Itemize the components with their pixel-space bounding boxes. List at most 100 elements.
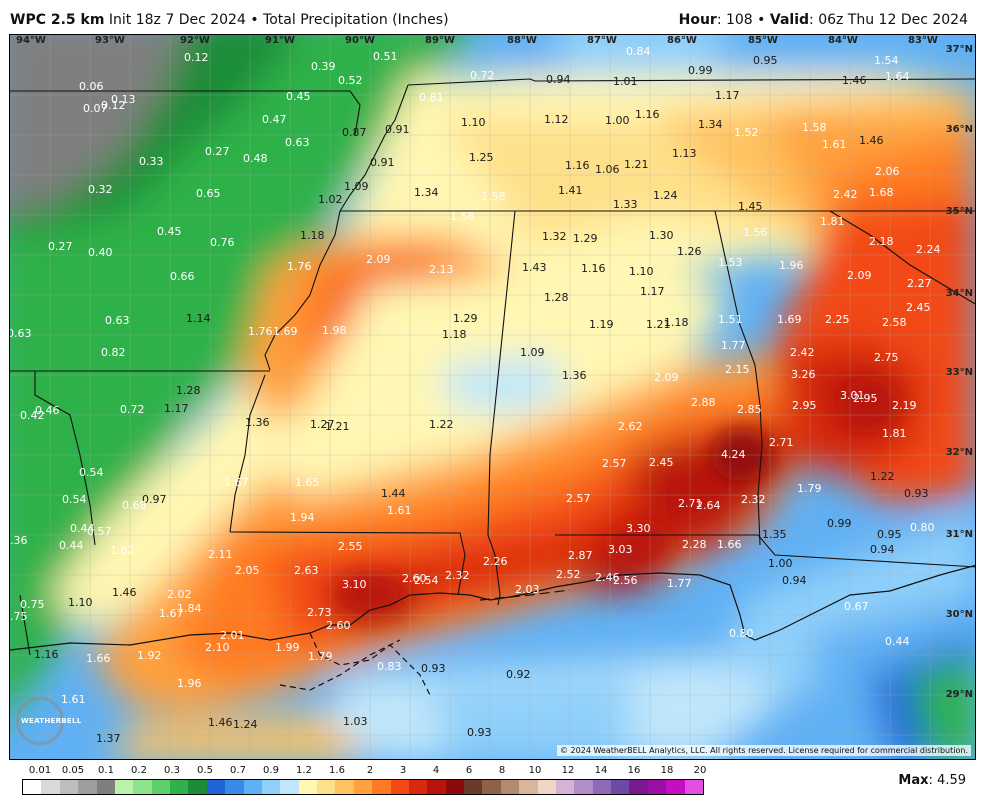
precip-value: 2.27: [907, 277, 932, 290]
precip-value: 0.75: [9, 610, 28, 623]
latitude-label: 36°N: [945, 124, 973, 135]
legend-tick: 4: [432, 765, 440, 776]
precip-value: 1.17: [715, 89, 740, 102]
latitude-label: 29°N: [945, 689, 973, 700]
precip-value: 1.02: [318, 193, 343, 206]
coastline: [10, 564, 975, 696]
precip-value: 1.36: [562, 369, 587, 382]
precip-value: 1.10: [629, 265, 654, 278]
product-name: Total Precipitation (Inches): [263, 12, 449, 28]
precip-value: 1.00: [768, 557, 793, 570]
precip-value: 3.30: [626, 522, 651, 535]
legend-swatch: [445, 780, 464, 794]
precip-value: 0.94: [782, 574, 807, 587]
latitude-label: 30°N: [945, 609, 973, 620]
precip-value: 0.54: [62, 493, 87, 506]
header-bullet: •: [250, 12, 259, 28]
longitude-label: 89°W: [425, 35, 455, 46]
precip-value: 1.41: [558, 184, 583, 197]
precip-value: 0.94: [870, 543, 895, 556]
legend-swatch: [114, 780, 134, 794]
precip-value: 2.24: [916, 243, 941, 256]
copyright-notice: © 2024 WeatherBELL Analytics, LLC. All r…: [557, 745, 971, 756]
precip-value: 1.46: [859, 134, 884, 147]
legend-tick: 1.6: [329, 765, 345, 776]
precip-value: 1.21: [325, 420, 350, 433]
latitude-label: 35°N: [945, 206, 973, 217]
precip-value: 1.19: [589, 318, 614, 331]
precip-value: 0.91: [370, 156, 395, 169]
precip-value: 0.44: [59, 539, 84, 552]
legend-tick: 0.7: [230, 765, 246, 776]
precip-value: 1.56: [743, 226, 768, 239]
precip-value: 1.03: [343, 715, 368, 728]
precip-value: 0.91: [385, 123, 410, 136]
precip-value: 1.81: [820, 215, 845, 228]
max-readout: Max: 4.59: [898, 773, 966, 788]
precip-value: 1.69: [777, 313, 802, 326]
precip-value: 0.42: [20, 409, 45, 422]
precip-value: 1.66: [717, 538, 742, 551]
precip-value: 0.44: [70, 522, 95, 535]
longitude-label: 85°W: [748, 35, 778, 46]
legend-tick: 0.1: [98, 765, 114, 776]
precip-value: 1.61: [822, 138, 847, 151]
precip-value: 1.43: [522, 261, 547, 274]
precip-value: 2.19: [892, 399, 917, 412]
latitude-label: 37°N: [945, 44, 973, 55]
weatherbell-logo: WEATHERBELL: [16, 697, 81, 745]
precip-value: 1.16: [34, 648, 59, 661]
legend-swatch: [317, 780, 336, 794]
precip-value: 0.36: [9, 534, 28, 547]
legend-swatch: [390, 780, 409, 794]
precip-value: 4.24: [721, 448, 746, 461]
legend-tick: 0.05: [61, 765, 85, 776]
precip-value: 2.28: [682, 538, 707, 551]
legend-tick: 16: [627, 765, 641, 776]
precip-value: 1.99: [275, 641, 300, 654]
precip-value: 2.55: [338, 540, 363, 553]
valid-value: : 06z Thu 12 Dec 2024: [809, 12, 968, 28]
precip-value: 1.68: [869, 186, 894, 199]
precipitation-map[interactable]: WEATHERBELL 94°W 93°W 92°W 91°W 90°W 89°W 88°W…: [9, 34, 976, 760]
legend-swatch: [59, 780, 79, 794]
precip-value: 1.26: [677, 245, 702, 258]
legend-tick: 6: [465, 765, 473, 776]
legend-tick: 14: [594, 765, 608, 776]
precip-value: 1.01: [613, 75, 638, 88]
precip-value: 2.10: [205, 641, 230, 654]
legend-swatch: [188, 780, 207, 794]
precip-value: 2.45: [906, 301, 931, 314]
precip-value: 0.95: [877, 528, 902, 541]
precip-value: 1.46: [112, 586, 137, 599]
legend-swatch: [666, 780, 685, 794]
precip-value: 1.52: [734, 126, 759, 139]
precip-value: 1.14: [186, 312, 211, 325]
precip-value: 1.30: [649, 229, 674, 242]
precip-value: 0.68: [122, 499, 147, 512]
legend-color-bar: [22, 779, 704, 795]
precip-value: 1.13: [672, 147, 697, 160]
precip-value: 0.99: [688, 64, 713, 77]
precip-value: 0.76: [210, 236, 235, 249]
precip-value: 0.51: [373, 50, 398, 63]
logo-text: WEATHERBELL: [21, 717, 82, 725]
precip-value: 2.03: [515, 583, 540, 596]
precip-value: 1.46: [208, 716, 233, 729]
longitude-label: 88°W: [507, 35, 537, 46]
precip-value: 0.84: [626, 45, 651, 58]
precip-value: 1.25: [469, 151, 494, 164]
legend-tick: 3: [399, 765, 407, 776]
precip-value: 1.27: [310, 418, 335, 431]
precip-value: 1.09: [344, 180, 369, 193]
latitude-label: 33°N: [945, 367, 973, 378]
legend-swatch: [133, 780, 152, 794]
legend-swatch: [78, 780, 97, 794]
precip-value: 0.72: [120, 403, 145, 416]
precip-value: 1.54: [874, 54, 899, 67]
precip-value: 2.32: [445, 569, 470, 582]
precip-value: 1.64: [885, 70, 910, 83]
precip-value: 1.16: [635, 108, 660, 121]
precip-value: 2.32: [741, 493, 766, 506]
precip-value: 1.18: [300, 229, 325, 242]
